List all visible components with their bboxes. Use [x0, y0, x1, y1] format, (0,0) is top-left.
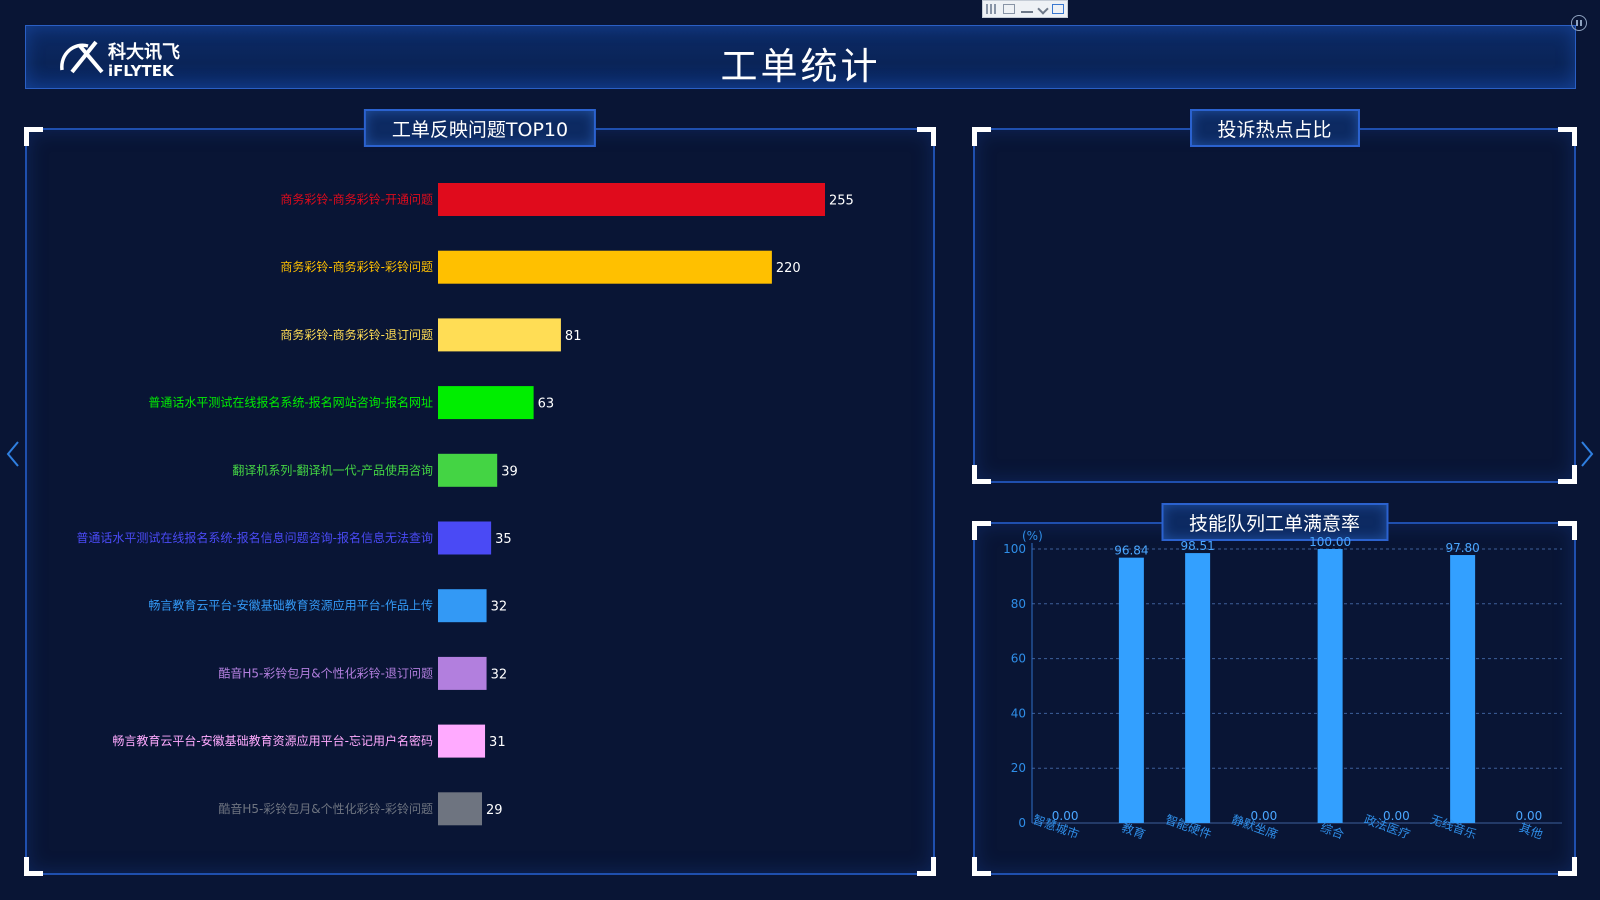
chevron-down-icon[interactable]	[1036, 3, 1049, 15]
value-label: 39	[501, 464, 518, 479]
satisfaction-panel: 技能队列工单满意率 (%) 0 20 40 60 80 100 0.00 智慧城市 96.84 教育…	[972, 503, 1577, 876]
category-label: 畅言教育云平台-安徽基础教育资源应用平台-忘记用户名密码	[112, 733, 433, 748]
shrink-icon[interactable]	[1003, 4, 1016, 14]
logo-cn-text: 科大讯飞	[108, 41, 180, 63]
category-label: 商务彩铃-商务彩铃-开通问题	[280, 192, 433, 207]
category-label: 普通话水平测试在线报名系统-报名网站咨询-报名网址	[148, 395, 433, 410]
bar	[438, 318, 561, 352]
category-label: 畅言教育云平台-安徽基础教育资源应用平台-作品上传	[148, 598, 433, 613]
logo-en-text: iFLYTEK	[108, 62, 175, 80]
value-label: 81	[565, 329, 582, 344]
category-label: 商务彩铃-商务彩铃-彩铃问题	[280, 259, 433, 274]
y-tick-label: 0	[1018, 816, 1026, 830]
bar	[438, 792, 483, 826]
category-label: 普通话水平测试在线报名系统-报名信息问题咨询-报名信息无法查询	[76, 530, 433, 545]
bar	[438, 453, 498, 487]
top10-panel: 工单反映问题TOP10 商务彩铃-商务彩铃-开通问题 255 商务彩铃-商务彩铃-彩…	[24, 109, 936, 876]
window-icon[interactable]	[1052, 4, 1065, 14]
iflytek-logo: 科大讯飞 iFLYTEK	[60, 40, 180, 80]
bar	[438, 250, 772, 284]
bar	[438, 183, 825, 216]
top10-bar-chart: 商务彩铃-商务彩铃-开通问题 255 商务彩铃-商务彩铃-彩铃问题 220 商务彩铃-商…	[76, 183, 854, 826]
value-label: 32	[491, 600, 508, 615]
bar	[1185, 553, 1211, 823]
bar	[438, 386, 534, 420]
y-tick-label: 20	[1011, 761, 1026, 775]
hotspot-panel-title: 投诉热点占比	[1189, 109, 1360, 147]
category-label: 商务彩铃-商务彩铃-退订问题	[280, 327, 433, 342]
value-label: 0.00	[1052, 809, 1079, 823]
y-tick-label: 80	[1011, 597, 1026, 611]
y-axis-unit: (%)	[1022, 529, 1043, 543]
pause-icon[interactable]	[1571, 15, 1587, 31]
header-bar: 科大讯飞 iFLYTEK 工单统计	[25, 25, 1576, 89]
value-label: 96.84	[1114, 544, 1148, 558]
minimize-icon[interactable]	[1020, 5, 1033, 13]
hotspot-panel: 投诉热点占比	[972, 109, 1577, 484]
bar	[438, 521, 492, 555]
y-tick-label: 40	[1011, 706, 1026, 720]
page-title: 工单统计	[720, 45, 881, 88]
value-label: 98.51	[1180, 539, 1214, 553]
chevron-right-icon[interactable]	[1580, 440, 1594, 468]
value-label: 0.00	[1383, 809, 1410, 823]
chevron-left-icon[interactable]	[6, 440, 20, 468]
value-label: 32	[491, 667, 508, 682]
category-label: 酷音H5-彩铃包月&个性化彩铃-退订问题	[218, 665, 433, 680]
category-label: 酷音H5-彩铃包月&个性化彩铃-彩铃问题	[218, 801, 433, 816]
value-label: 63	[538, 397, 555, 412]
bar	[438, 724, 486, 758]
value-label: 0.00	[1251, 809, 1278, 823]
bar	[1450, 555, 1476, 823]
value-label: 31	[489, 735, 506, 750]
value-label: 100.00	[1309, 535, 1351, 549]
grid-icon[interactable]	[985, 4, 998, 14]
bar	[438, 589, 487, 623]
y-tick-label: 60	[1011, 652, 1026, 666]
bar	[1317, 549, 1343, 823]
top10-panel-title: 工单反映问题TOP10	[363, 109, 597, 147]
bar	[1118, 557, 1144, 823]
y-tick-label: 100	[1003, 542, 1026, 556]
window-toolbar[interactable]	[982, 0, 1068, 18]
category-label: 翻译机系列-翻译机一代-产品使用咨询	[232, 462, 433, 477]
value-label: 35	[495, 532, 512, 547]
value-label: 97.80	[1445, 541, 1479, 555]
satisfaction-panel-title: 技能队列工单满意率	[1160, 503, 1389, 541]
value-label: 0.00	[1516, 809, 1543, 823]
value-label: 220	[776, 261, 801, 276]
bar	[438, 656, 487, 690]
value-label: 29	[486, 803, 503, 818]
value-label: 255	[829, 194, 854, 209]
x-tick-label: 其他	[1517, 820, 1544, 841]
